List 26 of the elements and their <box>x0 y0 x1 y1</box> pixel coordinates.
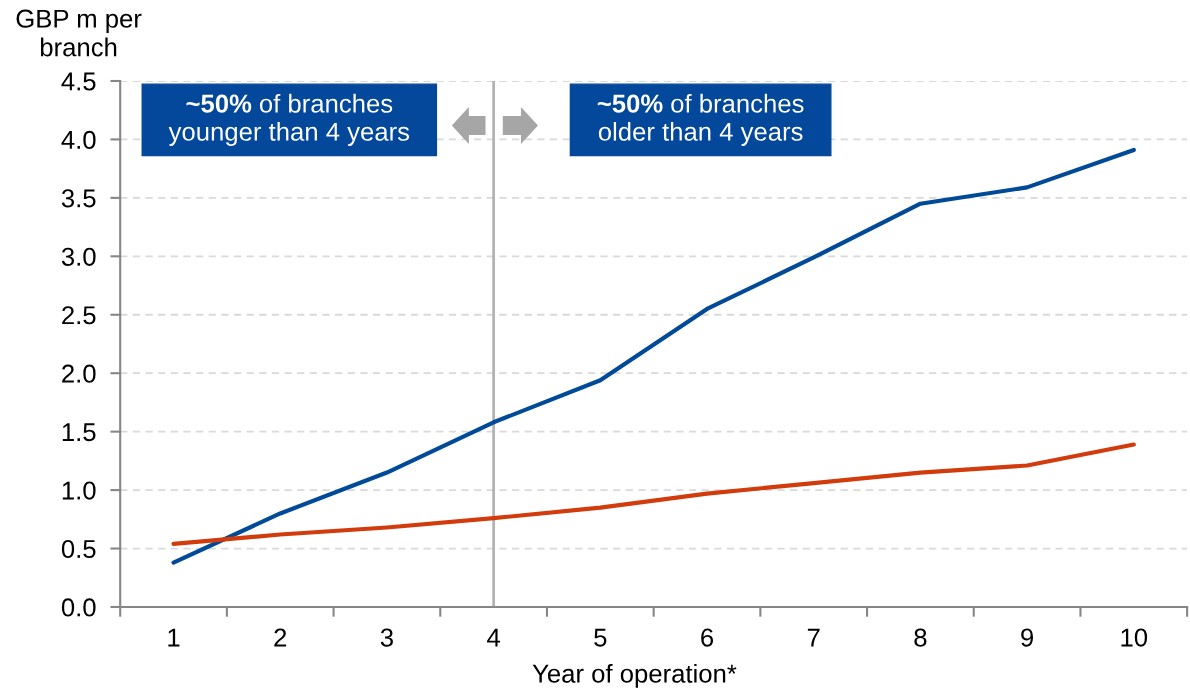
x-tick-label: 9 <box>1021 628 1034 647</box>
x-tick-label: 2 <box>274 628 287 647</box>
x-tick-label: 3 <box>380 628 393 647</box>
y-tick-label: 4.5 <box>61 72 96 91</box>
x-tick-label: 5 <box>594 628 607 647</box>
y-tick-label: 0.5 <box>61 539 96 559</box>
y-tick-label: 3.0 <box>61 247 96 266</box>
y-tick-label: 0.0 <box>61 598 96 617</box>
y-tick-label: 2.0 <box>62 364 96 383</box>
y-tick-label: 1.0 <box>62 481 96 500</box>
x-tick-label: 6 <box>701 628 714 647</box>
x-tick-label: 1 <box>168 628 180 647</box>
x-tick-label: 8 <box>914 628 927 647</box>
y-tick-label: 4.0 <box>61 130 96 149</box>
line-series <box>171 442 1136 546</box>
line-series <box>171 147 1136 565</box>
x-tick-label: 10 <box>1121 628 1148 647</box>
y-tick-label: 2.5 <box>62 306 96 325</box>
x-tick-label: 4 <box>487 628 501 647</box>
x-tick-label: 7 <box>807 628 820 647</box>
y-axis-title: GBP m per branch <box>16 9 142 57</box>
y-tick-label: 1.5 <box>62 423 96 442</box>
annotation: ~50% of branches older than 4 years <box>597 93 804 146</box>
x-axis-title: Year of operation* <box>532 663 737 688</box>
annotation: ~50% of branches younger than 4 years <box>168 93 410 146</box>
y-tick-label: 3.5 <box>61 189 96 208</box>
